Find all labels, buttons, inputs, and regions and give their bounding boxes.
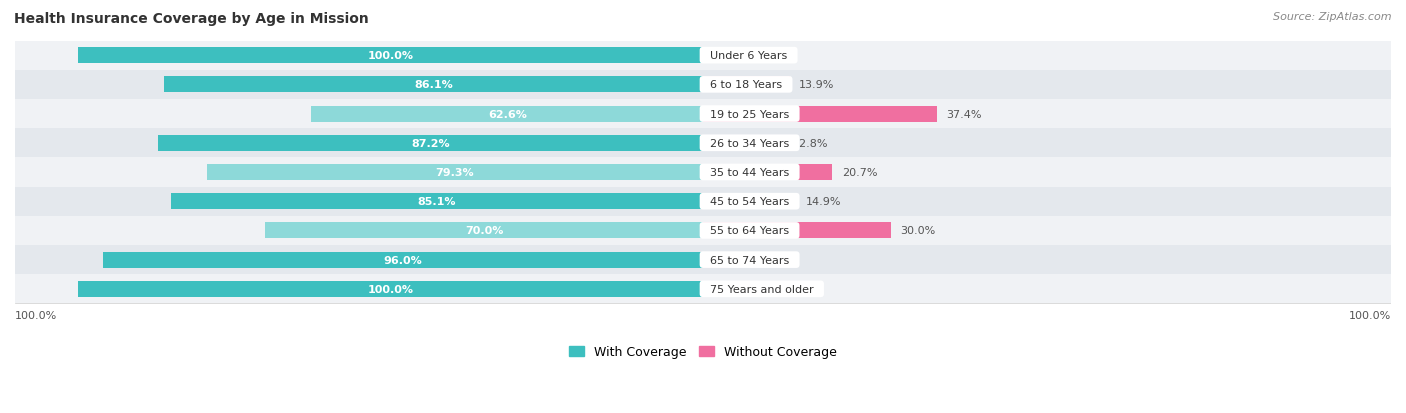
Bar [266, 223, 703, 239]
Bar [703, 106, 936, 122]
Text: Under 6 Years: Under 6 Years [703, 51, 794, 61]
Text: 87.2%: 87.2% [411, 138, 450, 148]
Bar [15, 216, 1391, 245]
Bar [15, 129, 1391, 158]
Bar [15, 158, 1391, 187]
Text: 100.0%: 100.0% [15, 310, 58, 320]
Bar [207, 164, 703, 180]
Bar [165, 77, 703, 93]
Bar [703, 281, 725, 297]
Text: 26 to 34 Years: 26 to 34 Years [703, 138, 796, 148]
Text: 75 Years and older: 75 Years and older [703, 284, 821, 294]
Bar [703, 252, 728, 268]
Bar [703, 194, 796, 210]
Bar [703, 135, 783, 152]
Text: 37.4%: 37.4% [946, 109, 981, 119]
Text: 14.9%: 14.9% [806, 197, 841, 206]
Text: 13.9%: 13.9% [800, 80, 835, 90]
Bar [15, 100, 1391, 129]
Text: 79.3%: 79.3% [436, 168, 474, 178]
Bar [703, 223, 890, 239]
Bar [703, 48, 725, 64]
Bar [15, 71, 1391, 100]
Text: Health Insurance Coverage by Age in Mission: Health Insurance Coverage by Age in Miss… [14, 12, 368, 26]
Text: 30.0%: 30.0% [900, 226, 935, 236]
Text: 19 to 25 Years: 19 to 25 Years [703, 109, 796, 119]
Text: 4.0%: 4.0% [737, 255, 766, 265]
Text: 86.1%: 86.1% [415, 80, 453, 90]
Bar [703, 164, 832, 180]
Text: 45 to 54 Years: 45 to 54 Years [703, 197, 796, 206]
Legend: With Coverage, Without Coverage: With Coverage, Without Coverage [564, 341, 842, 363]
Text: Source: ZipAtlas.com: Source: ZipAtlas.com [1274, 12, 1392, 22]
Bar [170, 194, 703, 210]
Bar [15, 275, 1391, 304]
Text: 55 to 64 Years: 55 to 64 Years [703, 226, 796, 236]
Bar [103, 252, 703, 268]
Text: 65 to 74 Years: 65 to 74 Years [703, 255, 796, 265]
Bar [15, 41, 1391, 71]
Text: 62.6%: 62.6% [488, 109, 527, 119]
Text: 0.0%: 0.0% [734, 51, 762, 61]
Bar [15, 245, 1391, 275]
Text: 20.7%: 20.7% [842, 168, 877, 178]
Bar [703, 77, 790, 93]
Text: 12.8%: 12.8% [793, 138, 828, 148]
Bar [77, 48, 703, 64]
Text: 100.0%: 100.0% [367, 51, 413, 61]
Text: 70.0%: 70.0% [465, 226, 503, 236]
Text: 100.0%: 100.0% [1348, 310, 1391, 320]
Bar [15, 187, 1391, 216]
Text: 96.0%: 96.0% [384, 255, 422, 265]
Bar [157, 135, 703, 152]
Bar [312, 106, 703, 122]
Text: 0.0%: 0.0% [734, 284, 762, 294]
Text: 35 to 44 Years: 35 to 44 Years [703, 168, 796, 178]
Text: 6 to 18 Years: 6 to 18 Years [703, 80, 789, 90]
Bar [77, 281, 703, 297]
Text: 85.1%: 85.1% [418, 197, 456, 206]
Text: 100.0%: 100.0% [367, 284, 413, 294]
